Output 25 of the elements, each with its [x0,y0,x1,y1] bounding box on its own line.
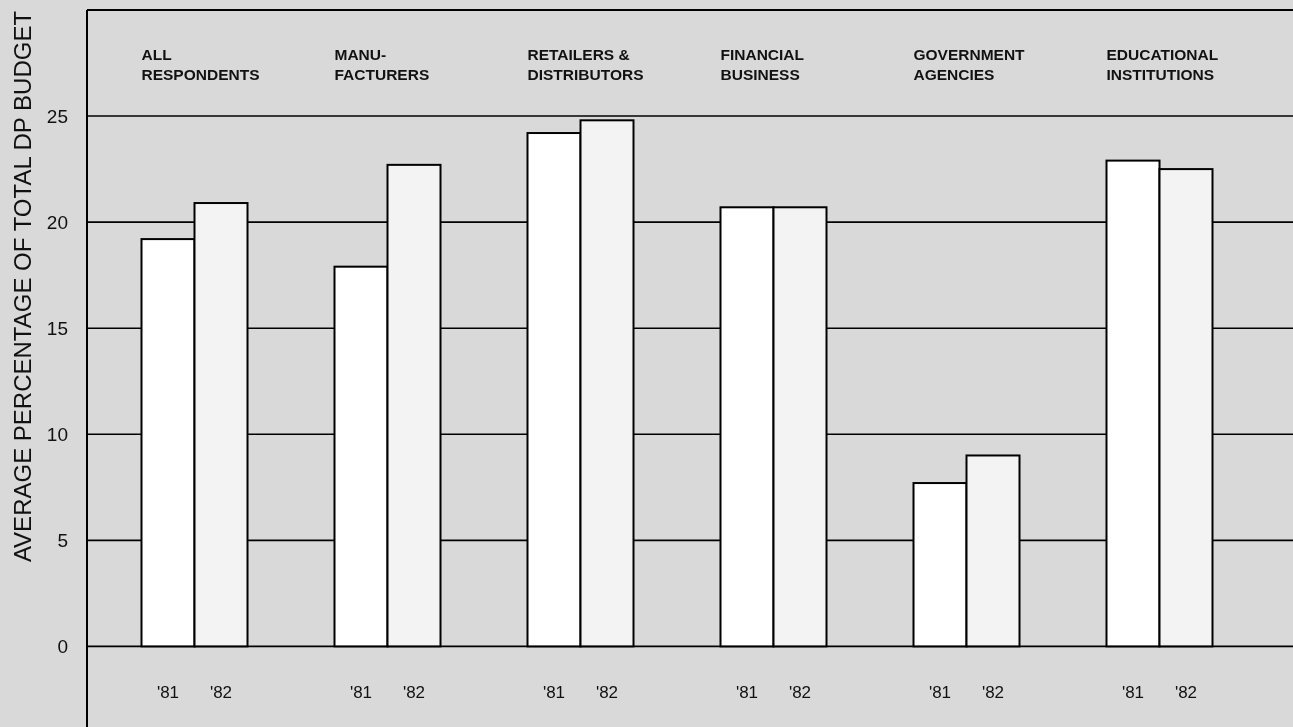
y-tick-label: 10 [46,423,68,445]
text: '82 [1174,683,1198,702]
y-tick-label: 5 [57,529,68,551]
text: '81 [542,683,566,702]
y-tick-label: 15 [46,317,68,339]
x-tick-label: RETAILERS & DISTRIBUTORS [527,46,644,83]
text: '81 [156,683,180,702]
y-axis-title: AVERAGE PERCENTAGE OF TOTAL DP BUDGET [9,10,36,563]
y-tick-label: 0 [57,636,68,658]
text: '81 [928,683,952,702]
text: '81 [349,683,373,702]
text: '81 [1121,683,1145,702]
x-tick-label: EDUCATIONAL INSTITUTIONS [1106,46,1219,83]
x-tick-label: GOVERNMENT AGENCIES [913,46,1026,83]
x-tick-label: ALL RESPONDENTS [141,46,260,83]
text: '82 [595,683,619,702]
text: '81 [735,683,759,702]
y-tick-label: 25 [46,105,68,127]
text: '82 [209,683,233,702]
x-tick-label: MANU- FACTURERS [334,46,430,83]
y-tick-label: 20 [46,211,68,233]
text: '82 [788,683,812,702]
x-tick-label: FINANCIAL BUSINESS [720,46,805,83]
text: '82 [402,683,426,702]
text: '82 [981,683,1005,702]
